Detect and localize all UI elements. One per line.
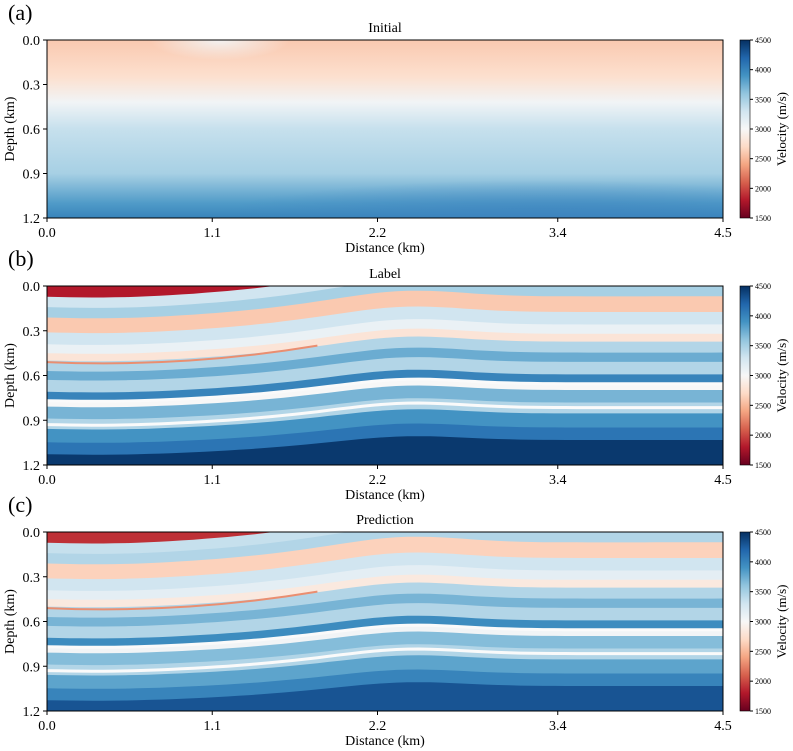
y-tick-label: 0.0 bbox=[23, 34, 41, 49]
y-tick-label: 1.2 bbox=[23, 705, 41, 720]
x-tick-label: 3.4 bbox=[549, 719, 567, 734]
deep-fast-zone bbox=[212, 180, 723, 218]
y-tick-label: 0.9 bbox=[23, 660, 41, 675]
colorbar-tick-label: 2500 bbox=[755, 401, 771, 410]
colorbar-tick-label: 4000 bbox=[755, 558, 771, 567]
thin-reflector bbox=[47, 623, 723, 649]
panel-2: (b) Label 0.0 1.1 2.2 3.4 4.5 Distance (km) 0.0 0… bbox=[3, 246, 789, 503]
colorbar-tick-label: 1500 bbox=[755, 461, 771, 470]
y-tick-label: 0.6 bbox=[23, 370, 41, 385]
panel-title: Initial bbox=[368, 21, 402, 36]
colorbar-tick-label: 3000 bbox=[755, 618, 771, 627]
x-axis-label: Distance (km) bbox=[345, 488, 425, 503]
x-tick-label: 4.5 bbox=[714, 719, 732, 734]
y-tick-label: 0.3 bbox=[23, 325, 41, 340]
y-axis-label: Depth (km) bbox=[3, 343, 18, 408]
y-tick-label: 0.3 bbox=[23, 571, 41, 586]
y-tick-label: 0.6 bbox=[23, 616, 41, 631]
x-axis-label: Distance (km) bbox=[345, 734, 425, 749]
y-axis-label: Depth (km) bbox=[3, 96, 18, 161]
colorbar-tick-label: 3000 bbox=[755, 125, 771, 134]
thin-reflector bbox=[47, 647, 723, 673]
x-tick-label: 1.1 bbox=[203, 719, 221, 734]
panel-label: (a) bbox=[8, 0, 32, 25]
velocity-image bbox=[47, 532, 723, 711]
x-tick-label: 0.0 bbox=[38, 473, 56, 488]
colorbar-label: Velocity (m/s) bbox=[774, 584, 789, 658]
y-tick-label: 0.9 bbox=[23, 168, 41, 183]
colorbar-tick-label: 3000 bbox=[755, 372, 771, 381]
y-tick-label: 0.9 bbox=[23, 414, 41, 429]
colorbar-tick-label: 3500 bbox=[755, 588, 771, 597]
colorbar-label: Velocity (m/s) bbox=[774, 338, 789, 412]
velocity-image bbox=[47, 40, 723, 218]
colorbar-tick-label: 2000 bbox=[755, 184, 771, 193]
colorbar-tick-label: 4000 bbox=[755, 66, 771, 75]
colorbar-tick-label: 2000 bbox=[755, 677, 771, 686]
x-axis-label: Distance (km) bbox=[345, 241, 425, 256]
x-tick-label: 1.1 bbox=[203, 473, 221, 488]
velocity-layer bbox=[47, 682, 723, 711]
colorbar-tick-label: 3500 bbox=[755, 95, 771, 104]
panel-title: Prediction bbox=[356, 513, 414, 528]
shallow-low-velocity-lens bbox=[47, 286, 190, 295]
y-axis-label: Depth (km) bbox=[3, 589, 18, 654]
x-tick-label: 3.4 bbox=[549, 473, 567, 488]
x-tick-label: 0.0 bbox=[38, 719, 56, 734]
velocity-layer bbox=[47, 436, 723, 465]
x-tick-label: 4.5 bbox=[714, 226, 732, 241]
pinch-out-reflector bbox=[47, 590, 318, 611]
panel-1: (a) Initial 0.0 1.1 2.2 3.4 4.5 Distance (km) 0.… bbox=[3, 0, 789, 256]
colorbar-tick-label: 4500 bbox=[755, 528, 771, 537]
y-tick-label: 0.0 bbox=[23, 526, 41, 541]
x-tick-label: 4.5 bbox=[714, 473, 732, 488]
pinch-out-reflector bbox=[47, 344, 318, 365]
colorbar-tick-label: 1500 bbox=[755, 707, 771, 716]
x-tick-label: 2.2 bbox=[369, 719, 387, 734]
y-tick-label: 0.6 bbox=[23, 123, 41, 138]
y-tick-label: 1.2 bbox=[23, 212, 41, 227]
colorbar-tick-label: 3500 bbox=[755, 342, 771, 351]
near-surface-anomaly bbox=[149, 40, 290, 60]
x-tick-label: 2.2 bbox=[369, 226, 387, 241]
colorbar-tick-label: 4500 bbox=[755, 282, 771, 291]
colorbar bbox=[739, 285, 751, 466]
panel-label: (b) bbox=[8, 246, 34, 271]
colorbar-tick-label: 2500 bbox=[755, 647, 771, 656]
colorbar bbox=[739, 531, 751, 712]
x-tick-label: 3.4 bbox=[549, 226, 567, 241]
velocity-image bbox=[47, 286, 723, 465]
y-tick-label: 1.2 bbox=[23, 459, 41, 474]
thin-reflector bbox=[47, 401, 723, 427]
panel-title: Label bbox=[369, 267, 401, 282]
x-tick-label: 1.1 bbox=[203, 226, 221, 241]
shallow-low-velocity-lens bbox=[47, 532, 190, 541]
colorbar-tick-label: 4500 bbox=[755, 36, 771, 45]
colorbar-label: Velocity (m/s) bbox=[774, 92, 789, 166]
panel-3: (c) Prediction 0.0 1.1 2.2 3.4 4.5 Distance (km… bbox=[3, 492, 789, 749]
x-tick-label: 2.2 bbox=[369, 473, 387, 488]
colorbar bbox=[739, 39, 751, 219]
colorbar-tick-label: 4000 bbox=[755, 312, 771, 321]
colorbar-tick-label: 1500 bbox=[755, 214, 771, 223]
thin-reflector bbox=[47, 377, 723, 403]
colorbar-tick-label: 2000 bbox=[755, 431, 771, 440]
colorbar-tick-label: 2500 bbox=[755, 155, 771, 164]
y-tick-label: 0.0 bbox=[23, 280, 41, 295]
y-tick-label: 0.3 bbox=[23, 79, 41, 94]
x-tick-label: 0.0 bbox=[38, 226, 56, 241]
panel-label: (c) bbox=[8, 492, 32, 517]
